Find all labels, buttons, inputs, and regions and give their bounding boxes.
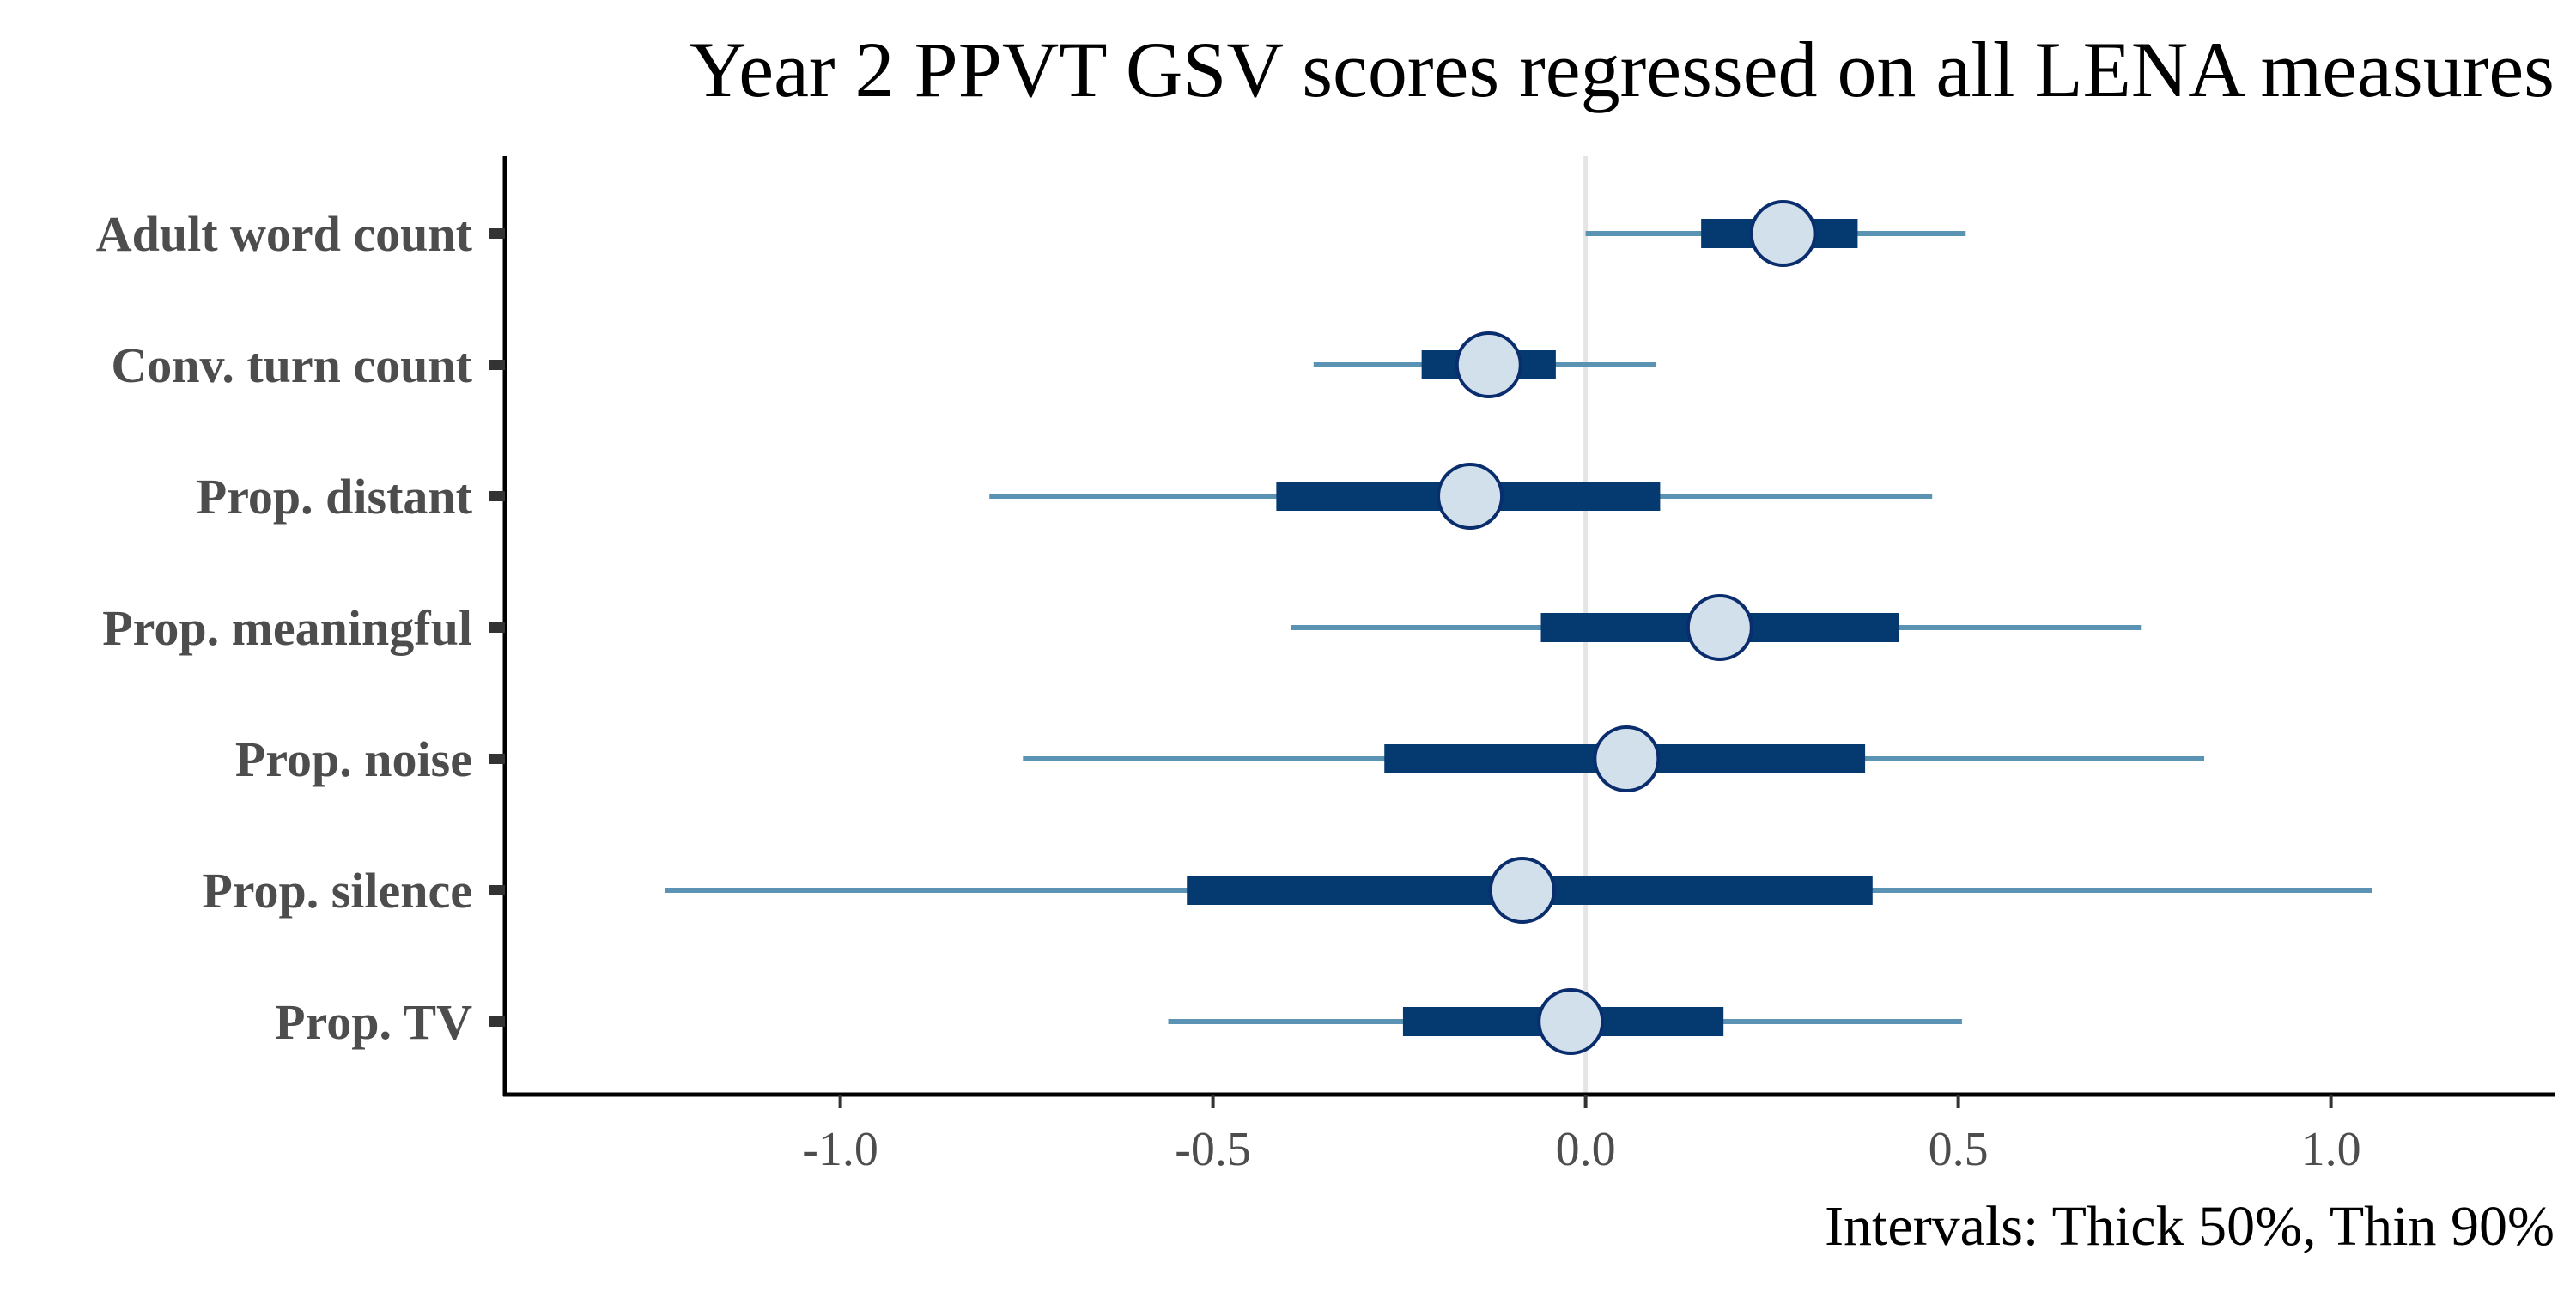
x-tick-label: 1.0 xyxy=(2301,1123,2361,1176)
interval-row: Conv. turn count xyxy=(111,331,1657,398)
chart-caption: Intervals: Thick 50%, Thin 90% xyxy=(1825,1195,2555,1258)
y-category-label: Prop. silence xyxy=(202,863,472,919)
interval-row: Adult word count xyxy=(96,200,1966,267)
x-tick-label: 0.5 xyxy=(1929,1123,1989,1176)
y-category-label: Prop. meaningful xyxy=(102,600,472,656)
point-estimate xyxy=(1593,725,1661,792)
interval-row: Prop. noise xyxy=(235,725,2205,792)
interval-row: Prop. silence xyxy=(202,857,2372,924)
x-tick-label: 0.0 xyxy=(1556,1123,1616,1176)
chart-title: Year 2 PPVT GSV scores regressed on all … xyxy=(690,26,2555,113)
y-category-label: Adult word count xyxy=(96,206,473,262)
point-estimate xyxy=(1686,594,1753,661)
point-estimate xyxy=(1537,988,1605,1055)
y-category-label: Prop. noise xyxy=(235,731,472,787)
interval-row: Prop. distant xyxy=(197,463,1933,530)
interval-row: Prop. TV xyxy=(275,988,1962,1055)
plot-area: -1.0 -0.5 0.0 0.5 1.0 Adult word count Conv. t… xyxy=(96,156,2555,1176)
point-estimate xyxy=(1749,200,1817,267)
point-estimate xyxy=(1437,463,1504,530)
y-category-label: Conv. turn count xyxy=(111,337,472,393)
point-estimate xyxy=(1488,857,1556,924)
interval-row: Prop. meaningful xyxy=(102,594,2142,661)
y-category-label: Prop. distant xyxy=(197,469,473,525)
point-estimate xyxy=(1455,331,1522,398)
x-tick-label: -1.0 xyxy=(802,1123,878,1176)
x-tick-label: -0.5 xyxy=(1175,1123,1251,1176)
y-category-label: Prop. TV xyxy=(275,994,472,1050)
